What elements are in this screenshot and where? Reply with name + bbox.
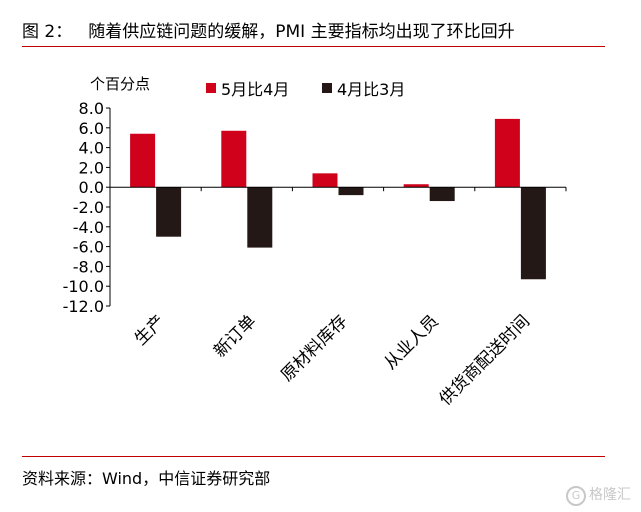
y-tick-label: -10.0 — [63, 277, 104, 296]
watermark-text: 格隆汇 — [589, 487, 631, 503]
y-tick-label: -8.0 — [73, 257, 104, 276]
y-tick-label: -12.0 — [63, 297, 104, 316]
bar-chart: 8.06.04.02.00.0-2.0-4.0-6.0-8.0-10.0-12.… — [63, 75, 567, 410]
bar-apr-vs-mar — [338, 187, 364, 196]
y-tick-label: 0.0 — [79, 178, 104, 197]
source-note: 资料来源：Wind，中信证券研究部 — [22, 469, 271, 488]
bottom-rule — [22, 456, 605, 457]
x-category-label: 供货商配送时间 — [436, 311, 534, 409]
y-tick-label: 2.0 — [79, 158, 104, 177]
legend-swatch — [322, 83, 332, 93]
bar-may-vs-apr — [403, 184, 429, 188]
x-category-label: 新订单 — [210, 311, 260, 361]
x-category-label: 从业人员 — [381, 311, 443, 373]
y-tick-label: -6.0 — [73, 238, 104, 257]
bar-apr-vs-mar — [247, 187, 273, 248]
bar-may-vs-apr — [130, 133, 156, 188]
y-tick-label: -4.0 — [73, 218, 104, 237]
figure-number: 图 2： — [22, 22, 73, 42]
figure-title: 图 2： 随着供应链问题的缓解，PMI 主要指标均出现了环比回升 — [22, 17, 515, 42]
bar-may-vs-apr — [312, 173, 338, 188]
bar-apr-vs-mar — [429, 187, 455, 202]
x-category-label: 生产 — [131, 311, 169, 349]
x-category-label: 原材料库存 — [277, 311, 351, 385]
legend-label: 4月比3月 — [337, 80, 405, 99]
bar-may-vs-apr — [221, 130, 247, 188]
y-axis-label: 个百分点 — [90, 75, 150, 93]
bar-apr-vs-mar — [156, 187, 182, 237]
y-tick-label: 6.0 — [79, 119, 104, 138]
figure-title-text: 随着供应链问题的缓解，PMI 主要指标均出现了环比回升 — [88, 22, 515, 42]
y-tick-label: 8.0 — [79, 99, 104, 118]
watermark: G 格隆汇 — [566, 484, 631, 506]
watermark-logo-icon: G — [566, 486, 586, 506]
y-tick-label: 4.0 — [79, 139, 104, 158]
top-rule — [22, 46, 605, 47]
bar-apr-vs-mar — [520, 187, 546, 280]
legend-label: 5月比4月 — [221, 80, 289, 99]
y-tick-label: -2.0 — [73, 198, 104, 217]
legend-swatch — [206, 83, 216, 93]
bar-may-vs-apr — [494, 118, 520, 188]
